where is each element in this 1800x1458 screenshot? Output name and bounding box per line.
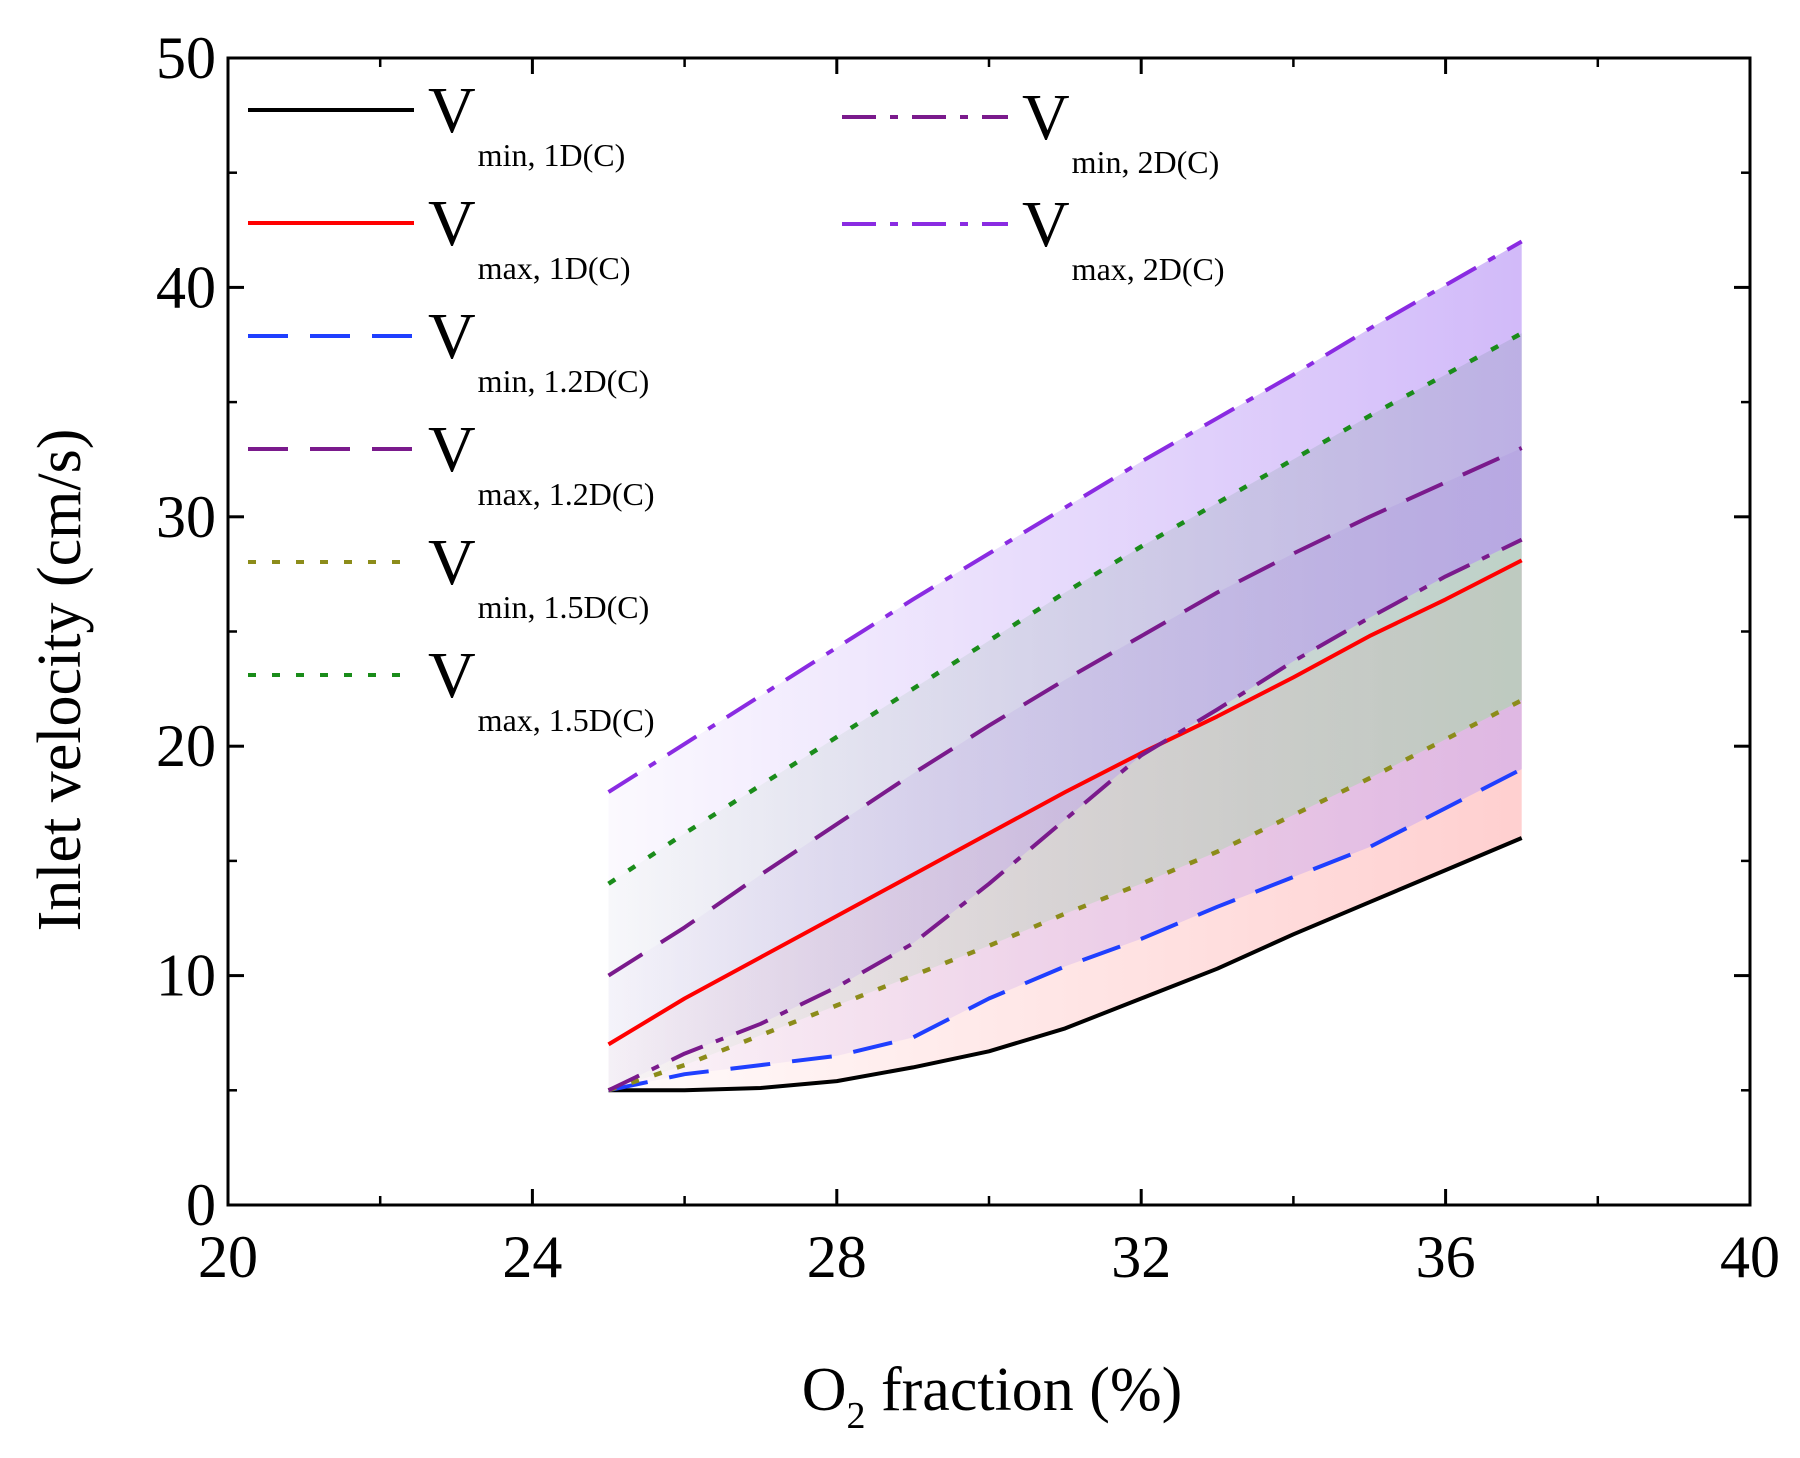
legend-symbol: V — [428, 639, 476, 712]
y-tick-label: 30 — [156, 484, 216, 550]
legend-subscript: max, 1.2D(C) — [478, 476, 655, 512]
legend-label: Vmax, 1D(C) — [428, 187, 631, 286]
legend-symbol: V — [428, 74, 476, 147]
legend-entry-vmax_1d: Vmax, 1D(C) — [248, 187, 631, 286]
legend-entry-vmin_15d: Vmin, 1.5D(C) — [248, 526, 649, 625]
legend-subscript: min, 1.5D(C) — [478, 589, 650, 625]
legend-subscript: min, 2D(C) — [1072, 144, 1220, 180]
legend-symbol: V — [1022, 81, 1070, 154]
bands-layer — [608, 241, 1522, 1091]
legend-entry-vmin_12d: Vmin, 1.2D(C) — [248, 300, 649, 399]
x-axis-title-rest: fraction (%) — [866, 1356, 1183, 1424]
x-axis-title-main: O — [802, 1356, 847, 1424]
legend-label: Vmin, 1.5D(C) — [428, 526, 649, 625]
y-axis-title: Inlet velocity (cm/s) — [26, 429, 94, 932]
lines-layer — [607, 239, 1523, 1093]
y-tick-label: 40 — [156, 254, 216, 320]
y-tick-label: 50 — [156, 25, 216, 91]
legend-entry-vmax_15d: Vmax, 1.5D(C) — [248, 639, 655, 738]
legend-symbol: V — [428, 300, 476, 373]
legend-subscript: min, 1D(C) — [478, 137, 626, 173]
legend-label: Vmax, 1.2D(C) — [428, 413, 655, 512]
x-axis-title-subscript: 2 — [847, 1395, 866, 1437]
y-tick-label: 20 — [156, 713, 216, 779]
legend-subscript: max, 1.5D(C) — [478, 702, 655, 738]
series-line-vmin_12d — [608, 767, 1523, 1093]
series-line-vmin_15d — [607, 698, 1523, 1093]
legend-entry-vmax_2d: Vmax, 2D(C) — [842, 188, 1225, 287]
legend-symbol: V — [1022, 188, 1070, 261]
legend-entry-vmax_12d: Vmax, 1.2D(C) — [248, 413, 655, 512]
legend-label: Vmax, 2D(C) — [1022, 188, 1225, 287]
legend-symbol: V — [428, 187, 476, 260]
x-tick-label: 36 — [1416, 1224, 1476, 1290]
legend-symbol: V — [428, 526, 476, 599]
legend-subscript: min, 1.2D(C) — [478, 363, 650, 399]
legend-label: Vmin, 1.2D(C) — [428, 300, 649, 399]
x-tick-label: 40 — [1720, 1224, 1780, 1290]
legend: Vmin, 1D(C)Vmax, 1D(C)Vmin, 1.2D(C)Vmax,… — [248, 74, 1225, 738]
band-band_2d — [608, 241, 1522, 1091]
legend-subscript: max, 2D(C) — [1072, 251, 1225, 287]
legend-label: Vmin, 2D(C) — [1022, 81, 1219, 180]
series-line-vmax_15d — [607, 331, 1523, 886]
y-tick-label: 10 — [156, 943, 216, 1009]
legend-subscript: max, 1D(C) — [478, 250, 631, 286]
x-tick-label: 24 — [502, 1224, 562, 1290]
legend-label: Vmax, 1.5D(C) — [428, 639, 655, 738]
legend-symbol: V — [428, 413, 476, 486]
legend-entry-vmin_1d: Vmin, 1D(C) — [248, 74, 625, 173]
x-tick-label: 32 — [1111, 1224, 1171, 1290]
series-line-vmin_2d — [607, 537, 1523, 1093]
x-axis-title: O2 fraction (%) — [802, 1356, 1183, 1437]
x-tick-label: 20 — [198, 1224, 258, 1290]
series-line-vmax_1d — [607, 558, 1523, 1047]
legend-entry-vmin_2d: Vmin, 2D(C) — [842, 81, 1219, 180]
y-tick-label: 0 — [186, 1172, 216, 1238]
ticks-layer: 20 24 28 32 36 40 0 10 20 30 40 50 — [156, 25, 1780, 1290]
series-line-vmax_2d — [607, 239, 1523, 794]
x-tick-label: 28 — [807, 1224, 867, 1290]
series-line-vmin_1d — [608, 836, 1523, 1093]
series-line-vmax_12d — [607, 446, 1523, 978]
legend-label: Vmin, 1D(C) — [428, 74, 625, 173]
